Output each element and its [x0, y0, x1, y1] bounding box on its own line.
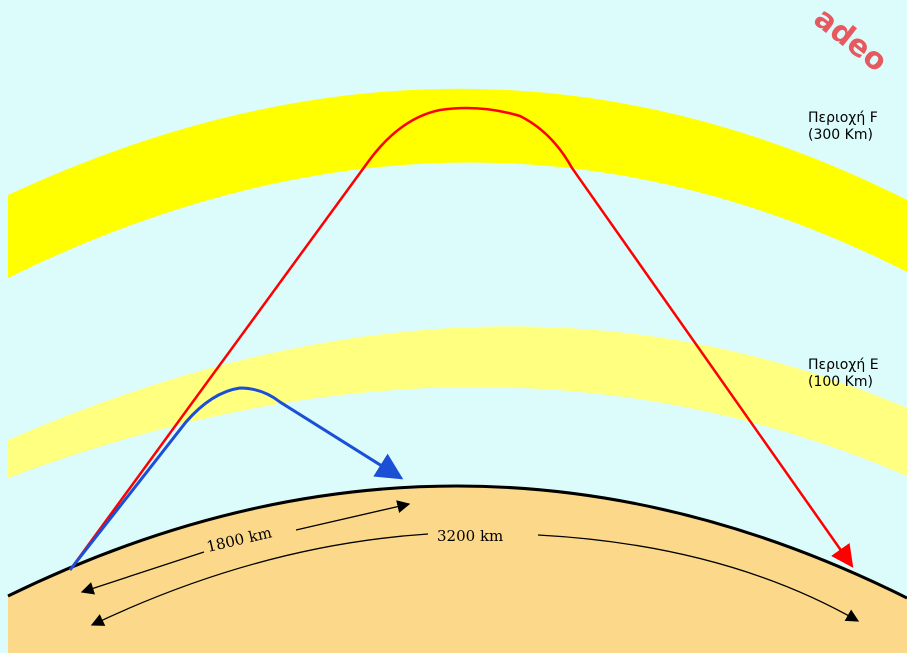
- e-layer-ray: [68, 386, 404, 571]
- long-distance-label: 3200 km: [437, 527, 503, 545]
- f-layer-ray: [68, 106, 854, 571]
- f-layer-band: [8, 88, 907, 279]
- e-layer-name: Περιοχή E: [808, 357, 879, 373]
- e-layer-band: [8, 326, 907, 478]
- ground-line: [7, 484, 907, 600]
- short-distance-arrow-left: [80, 551, 205, 595]
- earth-surface: [8, 485, 907, 653]
- f-layer-label: Περιοχή F (300 Km): [808, 110, 878, 144]
- e-layer-label: Περιοχή E (100 Km): [808, 357, 879, 391]
- e-layer-height: (100 Km): [808, 374, 873, 390]
- long-distance-arrow-right: [537, 534, 860, 622]
- f-layer-height: (300 Km): [808, 127, 873, 143]
- short-distance-arrow-right: [295, 500, 411, 531]
- f-layer-name: Περιοχή F: [808, 110, 878, 126]
- long-distance-arrow-left: [90, 533, 429, 626]
